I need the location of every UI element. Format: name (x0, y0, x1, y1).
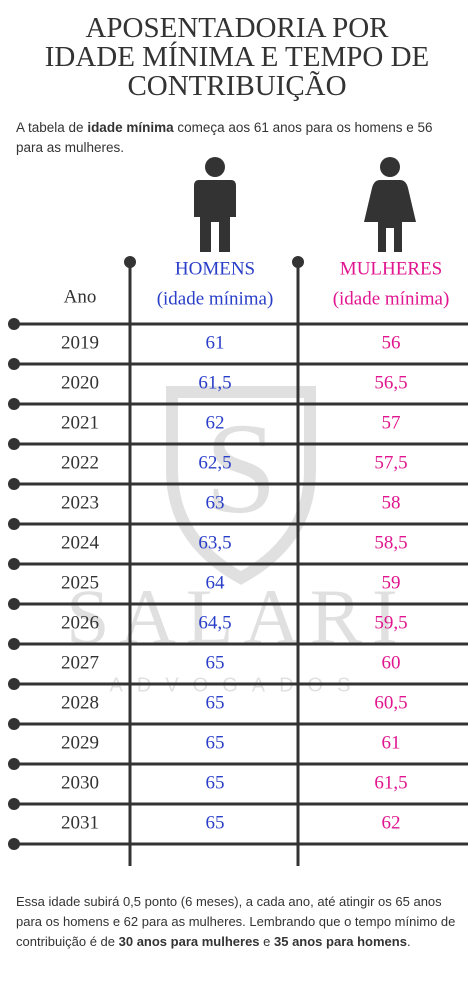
cell: 57,5 (374, 452, 407, 473)
dot (8, 318, 20, 330)
cell: 56,5 (374, 372, 407, 393)
cell: 65 (206, 732, 225, 753)
cell: 2027 (61, 652, 99, 673)
cell: 65 (206, 692, 225, 713)
cell: 64 (206, 572, 226, 593)
man-icon (194, 157, 236, 252)
watermark: S SALARI ADVOGADOS (66, 386, 408, 696)
cell: 64,5 (198, 612, 231, 633)
rows: 2019 61 56 2020 61,5 56,5 2021 62 57 2022 62,5 57,5… (8, 318, 468, 850)
dot (292, 256, 304, 268)
cell: 58,5 (374, 532, 407, 553)
cell: 59,5 (374, 612, 407, 633)
cell: 2021 (61, 412, 99, 433)
bold-text: 35 anos para homens (274, 934, 407, 949)
cell: 57 (382, 412, 401, 433)
bold-text: idade mínima (87, 120, 174, 135)
cell: 65 (206, 772, 225, 793)
cell: 2020 (61, 372, 99, 393)
watermark-logo: S (205, 397, 277, 541)
table: S SALARI ADVOGADOS Ano HOMENS (idade mín… (8, 157, 468, 866)
cell: 62 (382, 812, 401, 833)
title: APOSENTADORIA POR IDADE MÍNIMA E TEMPO D… (0, 14, 474, 101)
text: A tabela de (16, 120, 88, 135)
cell: 65 (206, 652, 225, 673)
text: e (259, 934, 274, 949)
cell: 61 (206, 332, 225, 353)
column-header: Ano (64, 286, 97, 307)
cell: 62,5 (198, 452, 231, 473)
dot (8, 638, 20, 650)
cell: 2024 (61, 532, 100, 553)
dot (8, 598, 20, 610)
dot (8, 798, 20, 810)
title-line: CONTRIBUIÇÃO (127, 70, 347, 102)
cell: 56 (382, 332, 401, 353)
intro: A tabela de idade mínima começa aos 61 a… (16, 118, 460, 158)
column-header: (idade mínima) (157, 288, 274, 309)
cell: 60 (382, 652, 401, 673)
column-header: (idade mínima) (333, 288, 450, 309)
cell: 2025 (61, 572, 99, 593)
dot (8, 358, 20, 370)
cell: 61,5 (374, 772, 407, 793)
cell: 2030 (61, 772, 99, 793)
text: . (406, 934, 411, 949)
dot (8, 518, 20, 530)
cell: 59 (382, 572, 401, 593)
dot (8, 758, 20, 770)
footer: Essa idade subirá 0,5 ponto (6 meses), a… (16, 892, 460, 952)
dot (8, 438, 20, 450)
title-line: IDADE MÍNIMA E TEMPO DE (44, 41, 430, 73)
cell: 2022 (61, 452, 99, 473)
shield (166, 386, 316, 585)
cell: 63 (206, 492, 225, 513)
cell: 62 (206, 412, 225, 433)
watermark-name: SALARI (66, 573, 408, 660)
text: Essa idade subirá 0,5 ponto (6 meses), a… (16, 894, 456, 949)
woman-icon (364, 157, 416, 252)
cell: 2019 (61, 332, 99, 353)
cell: 2023 (61, 492, 99, 513)
dot (8, 718, 20, 730)
column-header: MULHERES (340, 258, 442, 279)
bold-text: 30 anos para mulheres (118, 934, 260, 949)
dot (124, 256, 136, 268)
cell: 2029 (61, 732, 99, 753)
cell: 2026 (61, 612, 99, 633)
cell: 61 (382, 732, 401, 753)
cell: 2031 (61, 812, 99, 833)
cell: 61,5 (198, 372, 231, 393)
dot (8, 478, 20, 490)
dot (8, 678, 20, 690)
text: começa aos 61 anos para os homens e 56 p… (16, 120, 433, 155)
title-line: APOSENTADORIA POR (85, 12, 389, 44)
dot (8, 398, 20, 410)
cell: 2028 (61, 692, 99, 713)
cell: 63,5 (198, 532, 231, 553)
dot (8, 838, 20, 850)
cell: 58 (382, 492, 401, 513)
column-header: HOMENS (175, 258, 255, 279)
cell: 60,5 (374, 692, 407, 713)
cell: 65 (206, 812, 225, 833)
dot (8, 558, 20, 570)
